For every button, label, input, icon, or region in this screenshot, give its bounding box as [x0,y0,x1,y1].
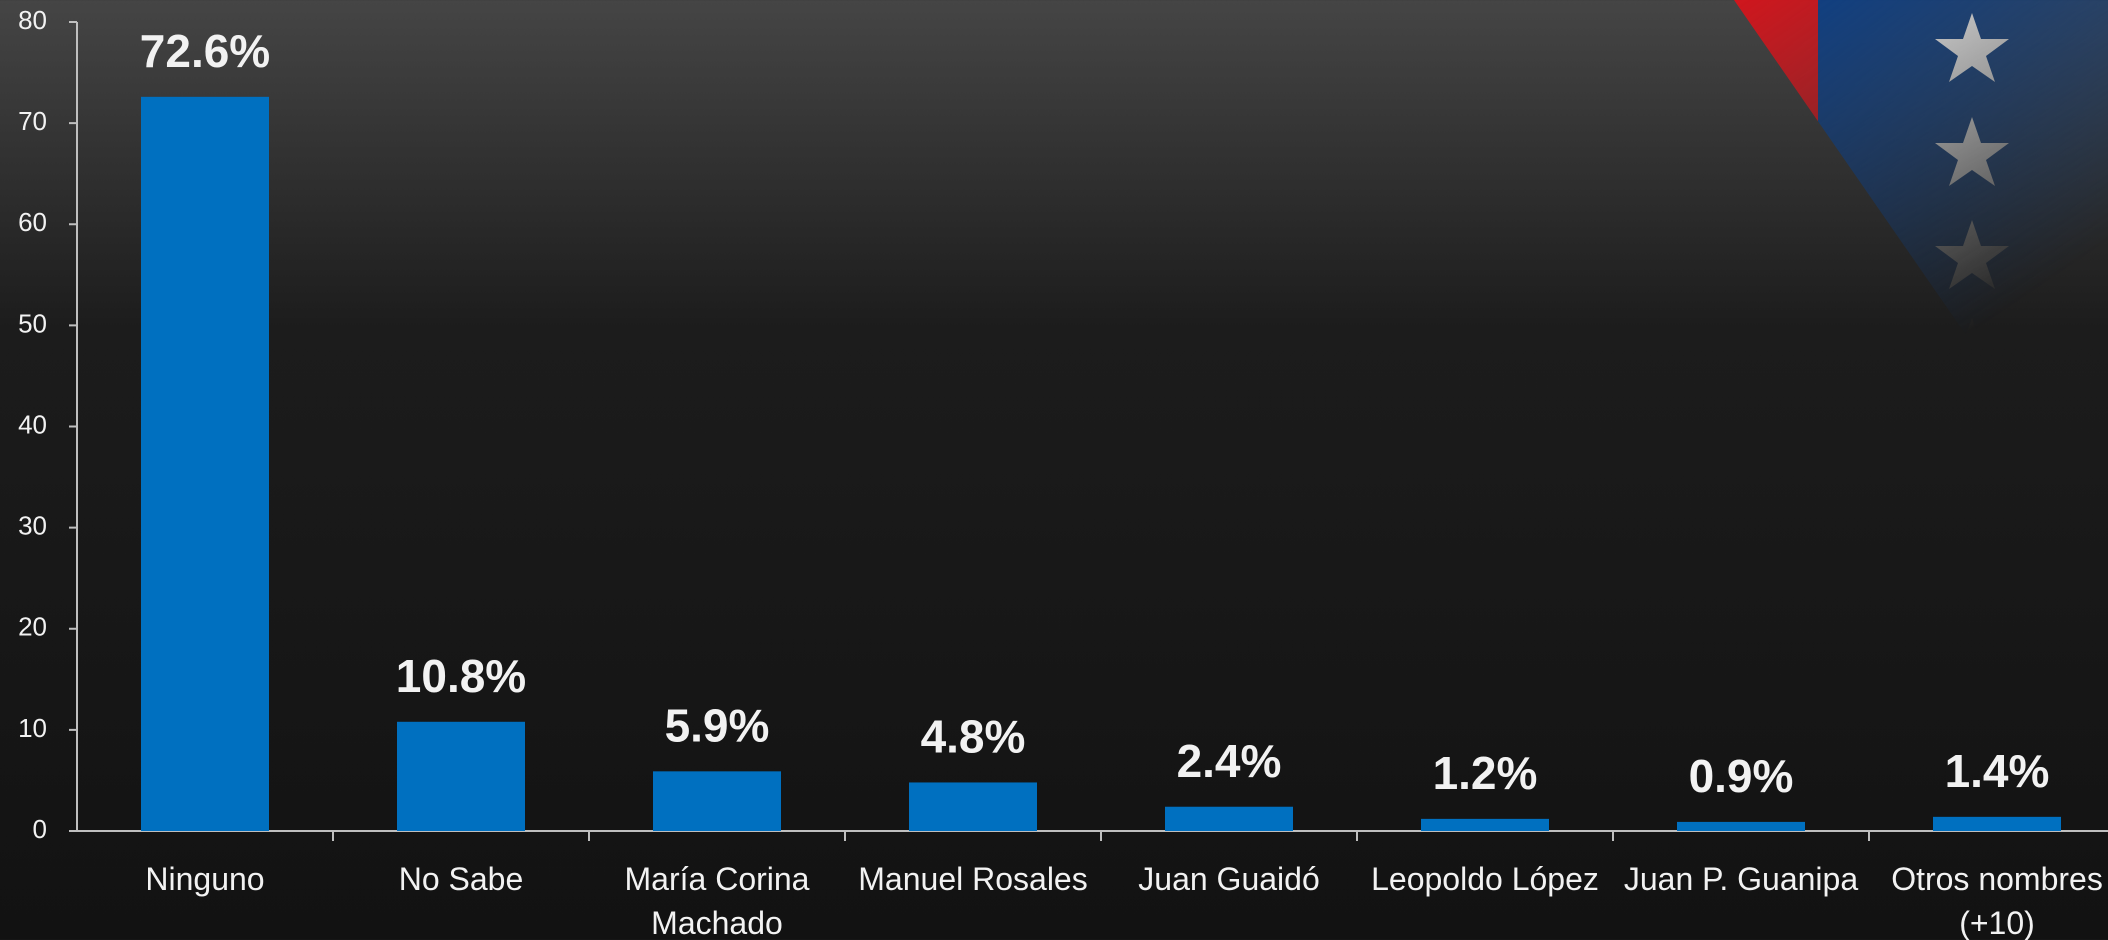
x-tick-label: Otros nombres (+10) [1891,861,2103,940]
value-label: 2.4% [1177,735,1282,787]
bar [397,721,525,831]
flag-decoration [1734,0,2108,540]
x-tick-label: María Corina Machado [624,861,810,940]
x-tick-label: Ninguno [145,861,265,897]
bar [1165,806,1293,831]
bar [1677,821,1805,831]
bar [1421,818,1549,831]
y-tick-label: 10 [18,713,47,743]
value-label: 72.6% [140,25,270,77]
value-label: 4.8% [921,711,1026,763]
y-tick-label: 80 [18,5,47,35]
value-label: 10.8% [396,650,526,702]
bar [141,96,269,831]
y-tick-label: 20 [18,612,47,642]
value-label: 1.4% [1945,745,2050,797]
bar [909,782,1037,831]
x-tick-label: No Sabe [398,861,524,897]
x-tick-label: Juan Guaidó [1138,861,1320,897]
x-tick-label: Juan P. Guanipa [1623,861,1859,897]
y-tick-label: 30 [18,511,47,541]
y-tick-label: 0 [33,814,47,844]
x-tick-label: Leopoldo López [1371,861,1599,897]
x-tick-label: Manuel Rosales [858,861,1088,897]
y-tick-label: 70 [18,106,47,136]
y-tick-label: 60 [18,207,47,237]
value-label: 1.2% [1433,747,1538,799]
y-tick-label: 40 [18,409,47,439]
bar [653,771,781,831]
bar [1933,816,2061,831]
value-label: 5.9% [665,699,770,751]
value-label: 0.9% [1689,750,1794,802]
y-tick-label: 50 [18,308,47,338]
